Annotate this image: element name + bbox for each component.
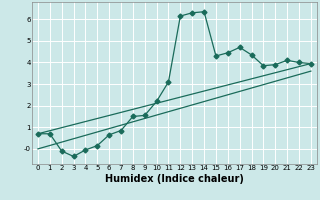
X-axis label: Humidex (Indice chaleur): Humidex (Indice chaleur): [105, 174, 244, 184]
